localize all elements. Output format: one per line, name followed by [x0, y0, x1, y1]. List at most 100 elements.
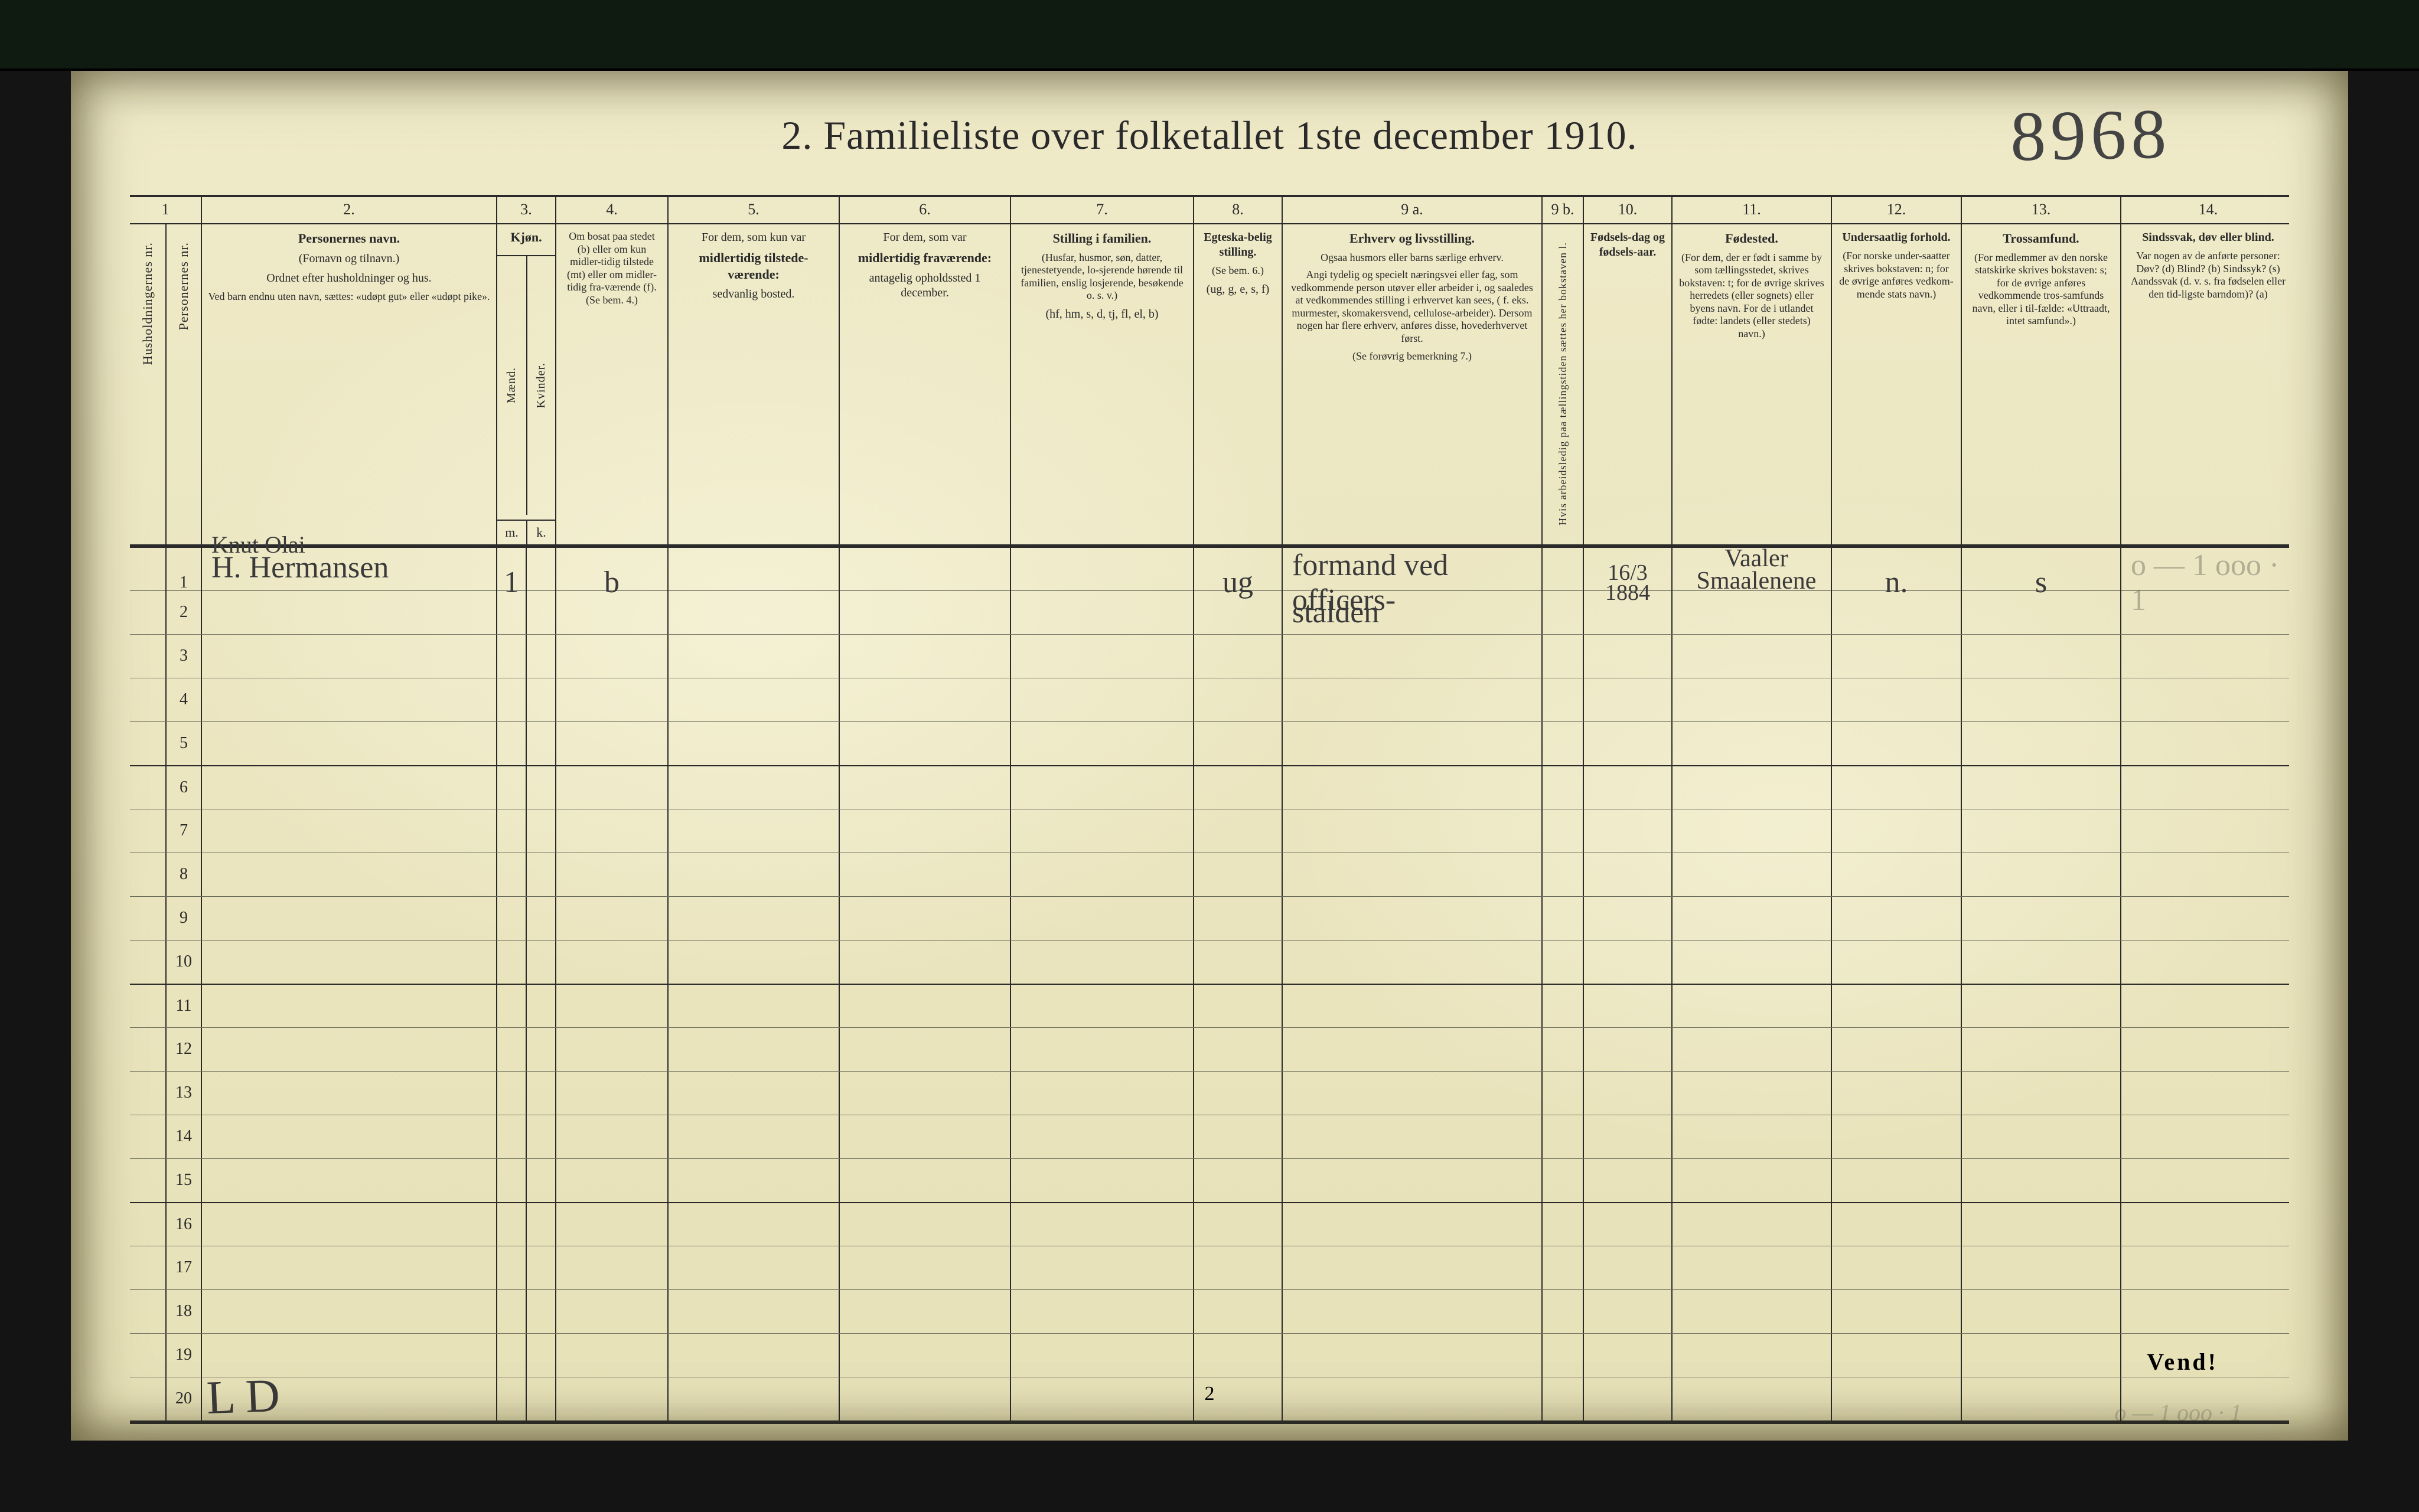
cell	[201, 853, 496, 896]
cell	[1671, 591, 1831, 634]
cell	[1010, 591, 1193, 634]
cell	[496, 1246, 526, 1289]
cell	[555, 940, 667, 984]
row-number: 14	[165, 1115, 201, 1158]
hdr-temp-absent: For dem, som var midlertidig fraværende:…	[839, 224, 1010, 544]
hdr-family-position: Stilling i familien. (Husfar, husmor, sø…	[1010, 224, 1193, 544]
hdr-m: m.	[497, 521, 526, 544]
cell	[1282, 722, 1541, 765]
cell	[1583, 1072, 1671, 1115]
cell	[496, 1072, 526, 1115]
cell	[839, 1334, 1010, 1377]
cell	[667, 722, 839, 765]
cell	[839, 985, 1010, 1027]
cell	[526, 897, 555, 940]
cell	[130, 985, 165, 1027]
cell	[1193, 1334, 1282, 1377]
cell	[1831, 766, 1961, 809]
row-number: 6	[165, 766, 201, 809]
cell	[2120, 1115, 2295, 1158]
cell	[1583, 809, 1671, 853]
cell	[667, 1159, 839, 1202]
cell	[1671, 809, 1831, 853]
row-number: 2	[165, 591, 201, 634]
cell	[1010, 1115, 1193, 1158]
cell	[1583, 1159, 1671, 1202]
cell	[526, 1246, 555, 1289]
cell	[1282, 635, 1541, 678]
row-number: 10	[165, 940, 201, 984]
cell	[1193, 1072, 1282, 1115]
cell	[1831, 1028, 1961, 1071]
cell	[1541, 940, 1583, 984]
cell	[1671, 1246, 1831, 1289]
row-number: 19	[165, 1334, 201, 1377]
cell	[1831, 985, 1961, 1027]
cell	[1671, 985, 1831, 1027]
cell	[1961, 1203, 2120, 1246]
cell	[1193, 897, 1282, 940]
cell	[839, 940, 1010, 984]
cell	[1671, 766, 1831, 809]
cell	[1583, 591, 1671, 634]
cell	[496, 591, 526, 634]
cell	[1961, 897, 2120, 940]
cell	[1193, 1159, 1282, 1202]
cell	[496, 722, 526, 765]
colnum-1: 1	[130, 197, 201, 223]
table-row: 11	[130, 984, 2289, 1027]
cell	[1541, 1072, 1583, 1115]
cell	[1282, 1159, 1541, 1202]
cell	[496, 853, 526, 896]
cell	[1961, 985, 2120, 1027]
cell	[1583, 635, 1671, 678]
cell	[201, 985, 496, 1027]
colnum-5: 5.	[667, 197, 839, 223]
hdr-sex: Kjøn. Mænd. Kvinder. m. k.	[496, 224, 555, 544]
cell	[2120, 635, 2295, 678]
table-row: 1Knut OlaiH. Hermansen1bugformand ved of…	[130, 547, 2289, 590]
cell	[555, 985, 667, 1027]
cell	[496, 940, 526, 984]
cell	[2120, 809, 2295, 853]
cell	[130, 635, 165, 678]
cell	[1583, 678, 1671, 721]
table-row: 13	[130, 1071, 2289, 1115]
cell	[526, 1159, 555, 1202]
cell	[1541, 766, 1583, 809]
cell	[526, 1028, 555, 1071]
cell	[1961, 635, 2120, 678]
table-row: 12	[130, 1027, 2289, 1071]
cell	[1541, 1290, 1583, 1333]
cell	[667, 1115, 839, 1158]
cell	[2120, 1072, 2295, 1115]
row-number: 11	[165, 985, 201, 1027]
cell	[839, 853, 1010, 896]
row-number: 12	[165, 1028, 201, 1071]
cell	[1831, 1115, 1961, 1158]
cell	[1831, 591, 1961, 634]
cell	[555, 809, 667, 853]
cell	[201, 940, 496, 984]
cell	[201, 635, 496, 678]
cell	[1671, 1115, 1831, 1158]
cell	[1193, 940, 1282, 984]
cell	[667, 897, 839, 940]
cell	[555, 678, 667, 721]
cell	[667, 1246, 839, 1289]
cell	[496, 1290, 526, 1333]
cell	[201, 766, 496, 809]
cell	[2120, 766, 2295, 809]
cell	[667, 853, 839, 896]
table-row: 9	[130, 896, 2289, 940]
table-row: 3	[130, 634, 2289, 678]
cell	[1010, 722, 1193, 765]
handwritten-page-number: 8968	[2010, 93, 2172, 178]
cell	[2120, 853, 2295, 896]
cell	[1010, 1072, 1193, 1115]
cell	[2120, 1203, 2295, 1246]
cell	[2120, 940, 2295, 984]
cell	[201, 1159, 496, 1202]
cell	[1010, 1203, 1193, 1246]
cell	[526, 678, 555, 721]
